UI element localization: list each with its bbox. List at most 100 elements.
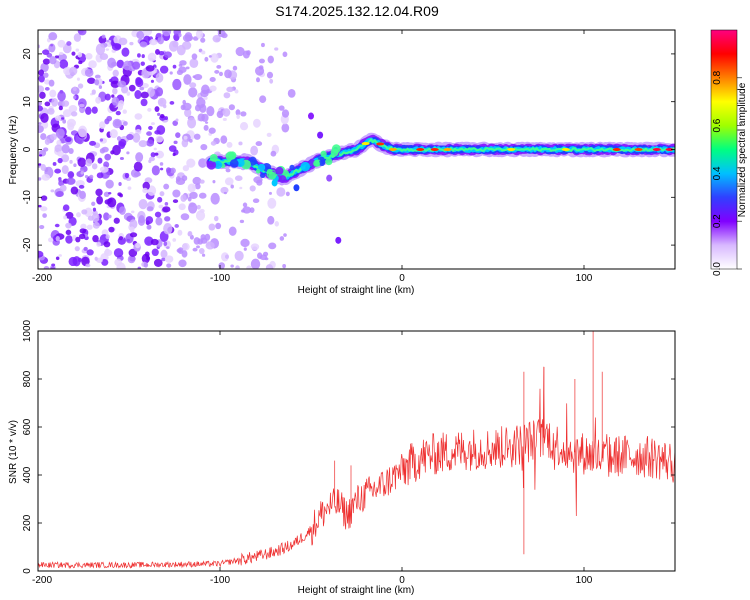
noise-speckle	[122, 109, 127, 114]
noise-speckle	[226, 86, 234, 93]
noise-speckle	[94, 79, 100, 86]
noise-speckle	[96, 241, 102, 247]
noise-speckle	[48, 79, 55, 87]
colorbar: 0.0 0.2 0.4 0.6 0.8 Normalized spectral ampl…	[710, 29, 748, 276]
noise-speckle	[200, 89, 209, 98]
noise-speckle	[166, 263, 172, 268]
noise-speckle	[187, 232, 193, 237]
noise-speckle	[148, 156, 155, 162]
noise-speckle	[157, 196, 163, 203]
noise-speckle	[189, 191, 198, 200]
noise-speckle	[201, 253, 206, 257]
noise-speckle	[62, 204, 70, 212]
noise-speckle	[178, 63, 183, 67]
noise-speckle	[182, 242, 190, 251]
noise-speckle	[235, 109, 241, 116]
noise-speckle	[59, 51, 64, 56]
noise-speckle	[105, 48, 109, 51]
noise-speckle	[86, 224, 93, 230]
noise-speckle	[99, 148, 106, 154]
noise-speckle	[38, 122, 42, 125]
noise-speckle	[134, 113, 143, 120]
noise-speckle	[135, 152, 144, 163]
noise-speckle	[155, 72, 164, 83]
noise-speckle	[126, 91, 131, 96]
noise-speckle	[97, 157, 103, 164]
noise-speckle	[129, 41, 134, 46]
noise-speckle	[72, 86, 77, 92]
spectrogram-xtick-label: 0	[399, 273, 405, 284]
colorbar-gradient	[710, 29, 738, 270]
noise-speckle	[166, 246, 170, 250]
noise-speckle	[220, 135, 228, 144]
noise-speckle	[49, 89, 57, 98]
noise-speckle	[197, 113, 205, 122]
noise-speckle	[172, 152, 176, 157]
noise-speckle	[78, 30, 87, 36]
noise-speckle	[50, 266, 56, 269]
noise-speckle	[84, 68, 94, 77]
noise-speckle	[193, 133, 201, 140]
ridge-hotspot	[612, 148, 621, 151]
noise-speckle	[162, 206, 171, 213]
frequency-ridge	[204, 112, 675, 244]
noise-speckle	[175, 118, 179, 122]
spectrogram-xtick-label: 100	[576, 273, 593, 284]
noise-speckle	[178, 33, 182, 38]
noise-speckle	[42, 213, 47, 218]
noise-speckle	[50, 133, 57, 141]
noise-speckle	[129, 226, 135, 233]
noise-speckle	[83, 246, 88, 251]
noise-speckle	[113, 248, 124, 258]
noise-speckle	[107, 214, 112, 219]
noise-speckle	[205, 241, 215, 250]
noise-speckle	[269, 78, 274, 84]
noise-speckle	[38, 74, 45, 83]
noise-speckle	[182, 34, 193, 42]
noise-speckle	[105, 234, 110, 240]
noise-speckle	[62, 109, 72, 118]
noise-speckle	[94, 74, 101, 79]
noise-speckle	[210, 53, 219, 63]
noise-speckle	[172, 189, 181, 198]
noise-speckle	[79, 228, 87, 234]
noise-speckle	[183, 74, 192, 85]
noise-speckle	[242, 202, 248, 208]
colorbar-tick-label: 0.2	[712, 214, 723, 228]
noise-speckle	[104, 118, 110, 125]
noise-speckle	[222, 117, 227, 121]
noise-speckle	[112, 144, 121, 156]
ridge-hotspot	[376, 142, 385, 146]
snr-xtick-label: -100	[210, 575, 230, 586]
noise-speckle	[99, 166, 109, 173]
noise-speckle	[48, 237, 54, 243]
noise-speckle	[62, 43, 72, 54]
snr-ytick-label: 200	[22, 514, 33, 531]
noise-speckle	[76, 212, 81, 218]
snr-frame	[37, 330, 676, 572]
noise-speckle	[40, 206, 48, 212]
noise-speckle	[80, 171, 84, 175]
noise-speckle	[70, 111, 78, 117]
noise-speckle	[104, 248, 110, 255]
noise-speckle	[48, 43, 56, 53]
noise-speckle	[54, 144, 63, 153]
noise-speckle	[154, 106, 160, 112]
noise-speckle	[163, 223, 173, 235]
snr-ylabel: SNR (10 * v/v)	[8, 420, 19, 484]
noise-speckle	[279, 236, 285, 241]
noise-speckle	[150, 122, 155, 126]
noise-speckle	[180, 194, 187, 202]
noise-speckle	[215, 222, 222, 230]
noise-speckle	[268, 242, 277, 250]
noise-speckle	[81, 209, 88, 215]
noise-speckle	[151, 248, 159, 257]
noise-speckle	[189, 82, 197, 89]
noise-speckle	[161, 257, 166, 262]
noise-speckle	[212, 179, 216, 184]
noise-speckle	[140, 98, 148, 107]
noise-speckle	[157, 97, 167, 107]
snr-ytick-label: 800	[22, 370, 33, 387]
